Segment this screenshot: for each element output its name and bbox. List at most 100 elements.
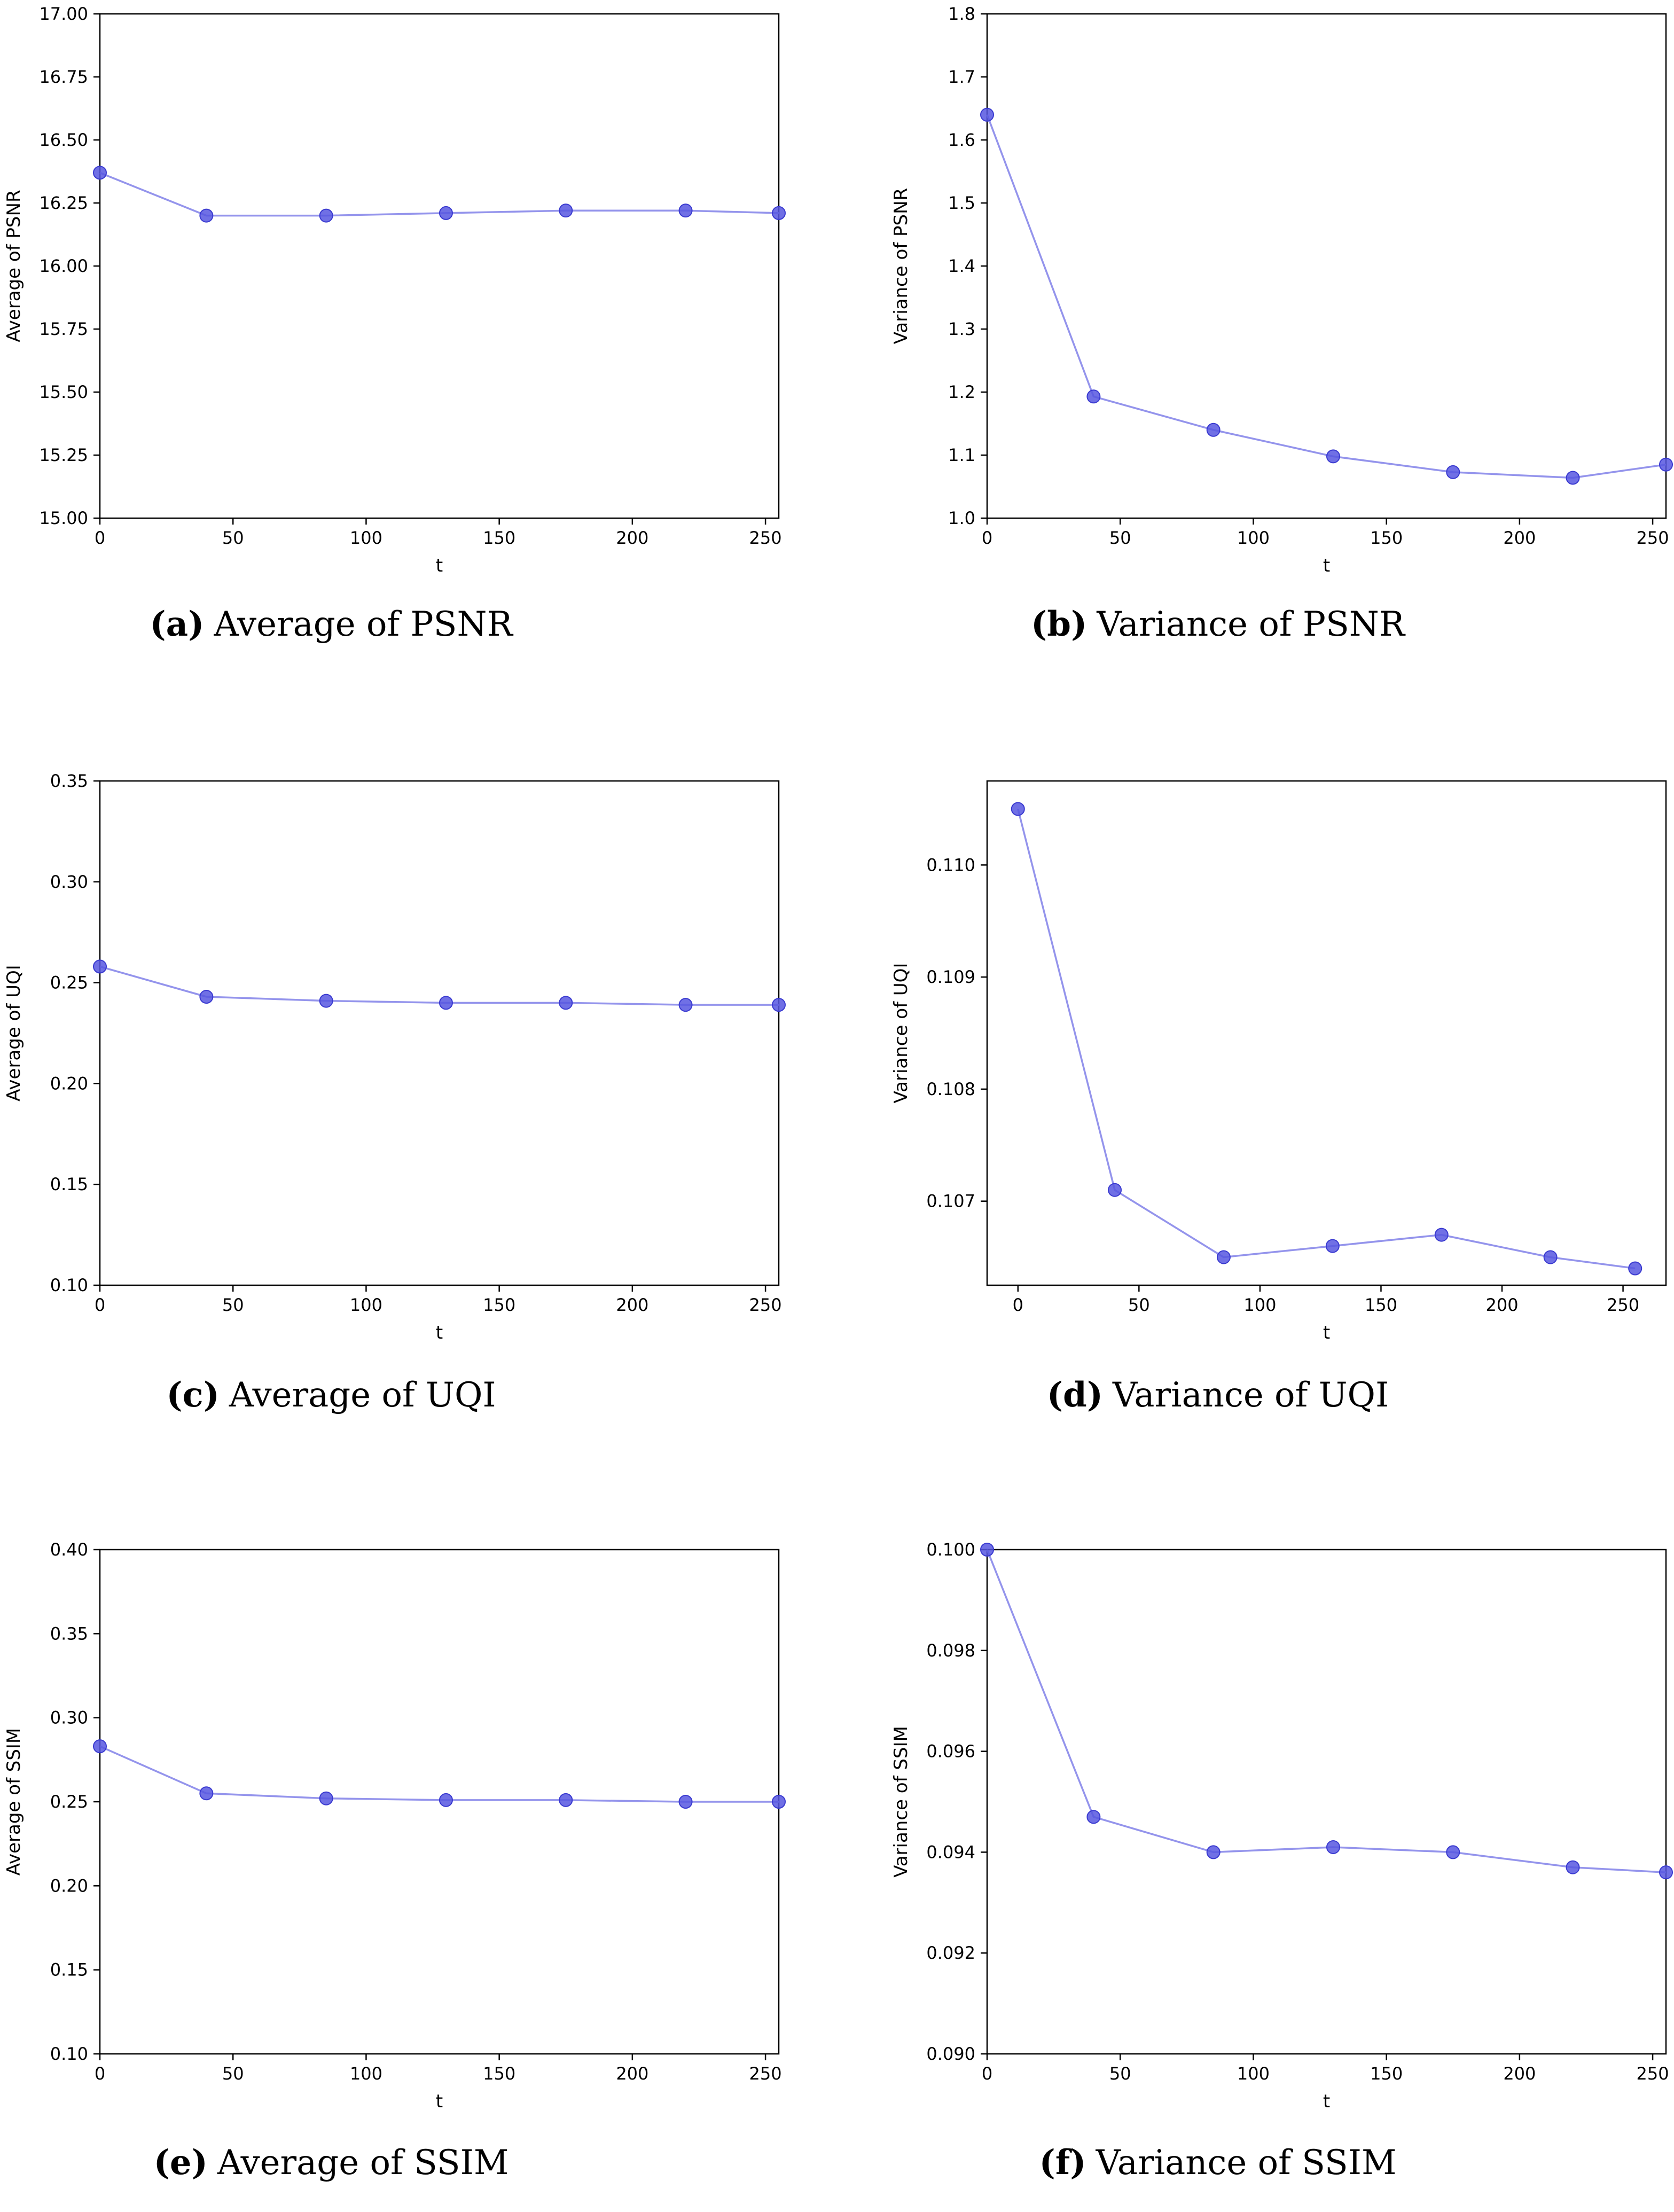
data-point [772, 206, 786, 220]
data-point [1434, 1228, 1449, 1242]
x-tick-label: 50 [222, 528, 244, 548]
x-tick-label: 50 [1109, 2064, 1131, 2084]
y-tick-label: 1.5 [948, 193, 975, 213]
caption-text: Average of SSIM [217, 2143, 509, 2183]
x-axis-label: t [1323, 555, 1330, 576]
x-tick-label: 150 [1370, 528, 1403, 548]
y-tick-label: 0.10 [50, 2044, 88, 2064]
panel-caption: (b) Variance of PSNR [1031, 604, 1406, 644]
y-axis-label: Average of SSIM [3, 1728, 25, 1876]
y-tick-label: 1.3 [948, 319, 975, 339]
data-point [439, 996, 453, 1010]
x-tick-label: 200 [616, 2064, 648, 2084]
plot-frame [986, 780, 1667, 1286]
x-tick-label: 250 [1637, 2064, 1669, 2084]
chart-panel-6: 0 50 100 150 200 250 0.090 0.092 0.094 0.096 0.098… [890, 1539, 1673, 2183]
x-axis-label: t [1323, 1322, 1330, 1343]
data-point [1326, 449, 1340, 464]
data-point [772, 998, 786, 1012]
y-tick-label: 0.15 [50, 1174, 88, 1194]
data-point [1086, 1810, 1101, 1824]
caption-text: Variance of PSNR [1096, 605, 1405, 644]
caption-text: Average of UQI [229, 1375, 496, 1415]
x-tick-label: 0 [95, 528, 105, 548]
data-point [1216, 1250, 1231, 1264]
y-tick-label: 0.20 [50, 1073, 88, 1093]
caption-letter: (d) [1047, 1375, 1103, 1415]
y-tick-label: 0.100 [926, 1539, 975, 1560]
y-tick-label: 0.098 [926, 1640, 975, 1661]
data-point [199, 990, 214, 1004]
x-tick-label: 250 [1637, 528, 1669, 548]
y-tick-label: 0.35 [50, 1623, 88, 1644]
caption-text: Average of PSNR [213, 605, 513, 644]
panel-caption: (e) Average of SSIM [154, 2143, 509, 2183]
data-point [1325, 1239, 1340, 1253]
y-tick-label: 16.75 [39, 67, 88, 87]
caption-letter: (b) [1031, 604, 1087, 644]
data-point [678, 204, 693, 218]
data-point [1011, 802, 1025, 816]
x-tick-label: 100 [350, 1295, 382, 1315]
x-tick-label: 100 [350, 2064, 382, 2084]
data-point [319, 994, 333, 1008]
data-point [1446, 1845, 1460, 1859]
y-tick-label: 1.2 [948, 382, 975, 402]
data-point [678, 1795, 693, 1809]
caption-letter: (c) [166, 1375, 220, 1415]
y-tick-label: 0.109 [926, 967, 975, 987]
data-point [1659, 457, 1673, 472]
data-point [439, 206, 453, 220]
data-point [1086, 389, 1101, 404]
x-axis-label: t [436, 555, 443, 576]
data-point [559, 204, 573, 218]
y-tick-label: 1.8 [948, 4, 975, 24]
y-tick-label: 0.094 [926, 1842, 975, 1862]
x-tick-label: 50 [1109, 528, 1131, 548]
x-tick-label: 150 [1370, 2064, 1403, 2084]
y-tick-label: 0.25 [50, 973, 88, 993]
chart-panel-4: 0 50 100 150 200 250 0.107 0.108 0.109 0.110 t Vari… [890, 780, 1667, 1415]
y-tick-label: 0.090 [926, 2044, 975, 2064]
y-tick-label: 1.1 [948, 445, 975, 465]
y-tick-label: 0.30 [50, 872, 88, 892]
caption-text: Variance of SSIM [1096, 2143, 1397, 2183]
x-axis-label: t [436, 2091, 443, 2112]
x-axis-label: t [1323, 2091, 1330, 2112]
data-point [1566, 1860, 1580, 1874]
y-tick-label: 0.20 [50, 1875, 88, 1896]
data-point [772, 1795, 786, 1809]
data-point [1326, 1840, 1340, 1854]
y-tick-label: 0.35 [50, 771, 88, 791]
panel-caption: (f) Variance of SSIM [1039, 2143, 1396, 2183]
x-tick-label: 150 [483, 1295, 515, 1315]
data-point [199, 208, 214, 223]
data-point [1446, 465, 1460, 479]
data-point [559, 1793, 573, 1807]
caption-text: Variance of UQI [1112, 1375, 1389, 1415]
data-point [980, 1543, 994, 1557]
data-point [93, 166, 107, 180]
data-point [93, 959, 107, 974]
data-point [439, 1793, 453, 1807]
data-point [559, 996, 573, 1010]
x-tick-label: 150 [1365, 1295, 1397, 1315]
caption-letter: (a) [150, 604, 204, 644]
chart-panel-2: 0 50 100 150 200 250 1.0 1.1 1.2 1.3 1.4 1.5 1.6 1.7 1… [890, 4, 1673, 644]
x-tick-label: 200 [616, 1295, 648, 1315]
data-point [1206, 1845, 1221, 1859]
x-tick-label: 0 [982, 2064, 992, 2084]
y-tick-label: 0.110 [926, 855, 975, 875]
data-point [1659, 1865, 1673, 1880]
x-tick-label: 50 [222, 1295, 244, 1315]
y-tick-label: 15.50 [39, 382, 88, 402]
x-tick-label: 250 [749, 2064, 782, 2084]
x-tick-label: 100 [1243, 1295, 1276, 1315]
data-point [1108, 1183, 1122, 1197]
x-tick-label: 0 [1013, 1295, 1023, 1315]
x-tick-label: 150 [483, 528, 515, 548]
y-tick-label: 17.00 [39, 4, 88, 24]
data-point [980, 107, 994, 122]
y-axis-label: Variance of SSIM [890, 1726, 912, 1878]
